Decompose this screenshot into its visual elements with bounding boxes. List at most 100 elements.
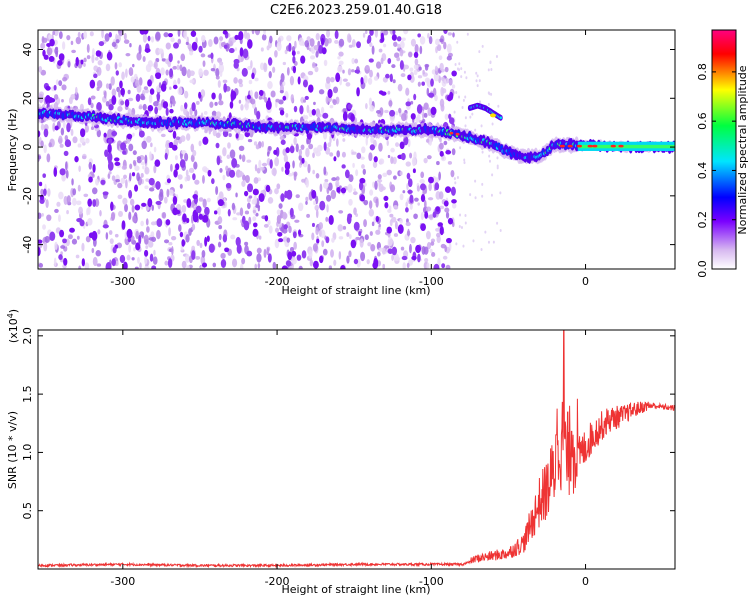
noise-blob — [293, 241, 297, 250]
noise-blob — [279, 89, 284, 94]
noise-blob — [58, 80, 63, 87]
noise-blob — [295, 143, 299, 153]
noise-blob — [267, 57, 273, 66]
noise-blob — [111, 41, 117, 48]
noise-blob — [115, 70, 119, 76]
heatmap-layer — [38, 30, 675, 269]
noise-blob — [89, 31, 94, 37]
ridge-peak — [559, 144, 566, 148]
noise-blob — [264, 96, 268, 103]
noise-blob — [491, 173, 494, 177]
noise-blob — [54, 125, 59, 131]
noise-blob — [95, 178, 99, 186]
noise-blob — [371, 221, 375, 227]
noise-blob — [333, 259, 337, 266]
noise-blob — [38, 181, 43, 187]
noise-blob — [331, 237, 335, 243]
noise-blob — [305, 196, 309, 202]
noise-blob — [78, 165, 81, 172]
noise-blob — [66, 195, 71, 204]
noise-blob — [460, 75, 463, 79]
noise-blob — [409, 152, 413, 159]
noise-blob — [134, 165, 140, 171]
noise-blob — [252, 228, 259, 237]
noise-blob — [174, 155, 178, 161]
noise-blob — [151, 204, 154, 211]
noise-blob — [365, 137, 368, 146]
noise-blob — [46, 153, 51, 163]
noise-blob — [238, 145, 245, 152]
noise-blob — [150, 231, 155, 238]
noise-blob — [144, 255, 148, 265]
noise-blob — [127, 89, 131, 95]
noise-blob — [312, 243, 318, 252]
noise-blob — [315, 50, 319, 58]
noise-blob — [166, 178, 172, 184]
noise-blob — [246, 250, 253, 257]
noise-blob — [114, 62, 118, 70]
y-tick-label: -40 — [21, 236, 34, 254]
noise-blob — [225, 182, 232, 189]
noise-blob — [156, 92, 161, 102]
noise-blob — [104, 33, 110, 42]
noise-blob — [96, 263, 102, 267]
noise-blob — [222, 174, 226, 181]
noise-blob — [436, 235, 441, 244]
noise-blob — [417, 75, 423, 79]
noise-blob — [427, 32, 430, 39]
x-tick-label: -300 — [110, 575, 135, 588]
noise-blob — [369, 30, 374, 36]
noise-blob — [92, 256, 98, 267]
noise-blob — [87, 218, 93, 226]
noise-blob — [85, 138, 90, 144]
noise-blob — [177, 38, 182, 45]
noise-blob — [40, 123, 45, 131]
noise-blob — [495, 54, 498, 58]
noise-blob — [191, 250, 196, 261]
noise-blob — [191, 102, 196, 112]
noise-blob — [110, 211, 116, 221]
noise-blob — [52, 30, 56, 36]
noise-blob — [338, 51, 344, 57]
noise-blob — [168, 227, 171, 237]
noise-blob — [256, 110, 261, 120]
noise-blob — [414, 197, 419, 202]
noise-blob — [329, 134, 332, 144]
noise-blob — [178, 86, 183, 94]
noise-blob — [138, 234, 142, 245]
noise-blob — [305, 147, 310, 158]
noise-blob — [219, 61, 224, 66]
noise-blob — [334, 39, 339, 44]
noise-blob — [439, 98, 445, 108]
noise-blob — [148, 94, 153, 104]
noise-blob — [256, 247, 262, 254]
noise-blob — [387, 154, 391, 159]
noise-blob — [128, 244, 132, 253]
noise-blob — [138, 77, 143, 86]
noise-blob — [426, 242, 432, 250]
noise-blob — [111, 130, 118, 137]
noise-blob — [274, 50, 278, 58]
noise-blob — [159, 188, 164, 198]
noise-blob — [40, 188, 44, 196]
noise-blob — [309, 38, 315, 47]
noise-blob — [162, 101, 169, 109]
noise-blob — [275, 227, 280, 233]
noise-blob — [114, 161, 121, 166]
noise-blob — [417, 81, 421, 87]
noise-blob — [261, 162, 268, 167]
noise-blob — [496, 164, 499, 168]
noise-blob — [481, 44, 484, 48]
noise-blob — [195, 100, 200, 105]
noise-blob — [327, 88, 333, 99]
noise-blob — [126, 254, 131, 261]
noise-blob — [214, 101, 218, 106]
noise-blob — [326, 76, 331, 84]
noise-blob — [185, 169, 189, 177]
noise-blob — [138, 105, 143, 110]
noise-blob — [144, 239, 149, 245]
noise-blob — [387, 90, 391, 95]
noise-blob — [81, 155, 87, 160]
noise-blob — [157, 103, 162, 111]
noise-blob — [93, 73, 98, 79]
